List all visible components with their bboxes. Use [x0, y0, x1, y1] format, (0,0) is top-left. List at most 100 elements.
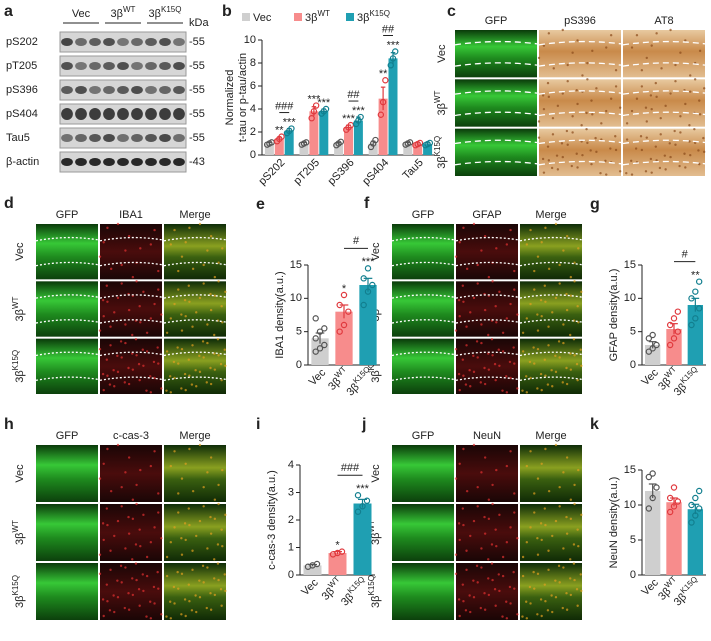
speckle	[469, 534, 472, 538]
speckle	[198, 296, 202, 300]
speckle	[102, 241, 105, 244]
speckle	[533, 288, 536, 291]
speckle	[153, 450, 156, 453]
speckle	[674, 143, 677, 146]
data-point	[389, 55, 397, 62]
data-point	[377, 111, 385, 118]
speckle	[540, 241, 543, 244]
speckle	[124, 249, 127, 252]
speckle	[142, 589, 145, 593]
layer-outline	[622, 90, 706, 95]
speckle	[562, 341, 565, 345]
bar	[303, 565, 322, 575]
layer-outline	[622, 62, 706, 67]
speckle	[649, 94, 653, 97]
data-point	[692, 315, 699, 322]
speckle	[483, 532, 487, 535]
speckle	[156, 570, 159, 574]
speckle	[191, 267, 195, 271]
speckle	[576, 378, 579, 382]
micrograph	[455, 79, 537, 127]
speckle	[543, 583, 546, 586]
speckle	[177, 362, 180, 365]
layer-outline	[519, 261, 583, 267]
blot-band	[103, 134, 115, 142]
speckle	[479, 381, 482, 384]
speckle	[558, 356, 561, 359]
speckle	[525, 464, 529, 468]
speckle	[505, 375, 508, 378]
layer-outline	[35, 294, 99, 299]
data-point	[379, 98, 387, 106]
speckle	[498, 589, 501, 593]
speckle	[630, 159, 633, 163]
row-label-base: 3β	[370, 370, 382, 382]
speckle	[655, 95, 658, 99]
speckle	[509, 376, 512, 380]
speckle	[101, 372, 105, 376]
speckle	[184, 614, 187, 618]
row-label-base: 3β	[370, 596, 382, 608]
speckle	[468, 369, 471, 372]
layer-outline	[391, 236, 455, 242]
panel-letter: i	[256, 416, 260, 433]
speckle	[127, 234, 131, 238]
speckle	[134, 543, 138, 546]
speckle	[630, 109, 634, 113]
speckle	[573, 502, 576, 506]
y-axis-label: IBA1 density(a.u.)	[274, 271, 286, 358]
layer-outline	[455, 294, 519, 299]
comparison-label: ###	[341, 462, 360, 474]
row-label: 3βWT	[433, 90, 448, 115]
speckle	[558, 263, 561, 267]
speckle	[454, 329, 458, 332]
legend-swatch	[242, 13, 250, 21]
data-point	[364, 265, 372, 272]
speckle	[102, 538, 105, 542]
speckle	[127, 308, 131, 312]
speckle	[659, 116, 662, 120]
speckle	[487, 275, 491, 279]
speckle	[187, 358, 190, 361]
speckle	[157, 587, 160, 590]
speckle	[120, 581, 123, 584]
speckle	[209, 382, 213, 386]
speckle	[213, 368, 217, 371]
speckle	[188, 300, 191, 304]
speckle	[153, 228, 156, 232]
speckle	[509, 526, 512, 529]
blot-band	[145, 158, 157, 166]
row-label-base: Vec	[370, 464, 382, 483]
speckle	[599, 171, 602, 175]
speckle	[123, 606, 127, 610]
speckle	[169, 464, 173, 468]
layer-outline	[391, 319, 455, 324]
blot-band	[173, 38, 185, 46]
comparison-label: #	[682, 249, 689, 261]
micrograph	[164, 224, 226, 280]
micrograph	[100, 504, 162, 561]
speckle	[220, 305, 223, 308]
row-label: 3βK15Q	[367, 575, 382, 608]
column-label: AT8	[654, 15, 673, 27]
speckle	[152, 585, 156, 589]
layer-outline	[454, 90, 538, 95]
speckle	[108, 383, 112, 386]
speckle	[483, 308, 487, 312]
speckle	[521, 574, 525, 578]
speckle	[654, 145, 657, 148]
layer-outline	[455, 319, 519, 324]
speckle	[183, 298, 187, 302]
speckle	[462, 226, 465, 230]
speckle	[556, 168, 560, 171]
speckle	[135, 483, 138, 487]
speckle	[149, 391, 153, 394]
speckle	[187, 284, 190, 287]
speckle	[660, 67, 663, 70]
y-tick-label: 2	[250, 126, 256, 138]
speckle	[213, 333, 216, 337]
speckle	[169, 600, 172, 603]
speckle	[480, 323, 483, 326]
speckle	[120, 356, 123, 359]
speckle	[169, 243, 173, 246]
